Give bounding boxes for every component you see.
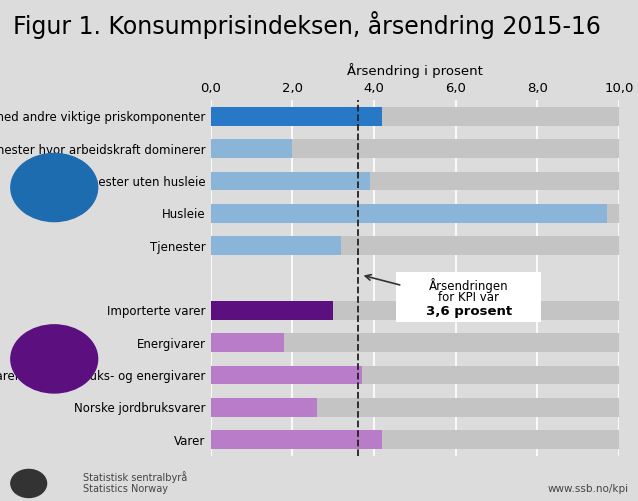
Bar bbox=[211, 107, 382, 126]
Bar bbox=[211, 301, 333, 320]
Text: Figur 1. Konsumprisindeksen, årsendring 2015-16: Figur 1. Konsumprisindeksen, årsendring … bbox=[13, 11, 600, 39]
Bar bbox=[211, 204, 607, 223]
Bar bbox=[211, 333, 619, 352]
Bar bbox=[211, 398, 619, 417]
Bar bbox=[211, 430, 382, 449]
Bar bbox=[211, 366, 362, 384]
Text: for KPI var: for KPI var bbox=[438, 291, 500, 304]
Bar bbox=[211, 430, 619, 449]
Text: Årsendringen: Årsendringen bbox=[429, 279, 508, 294]
Text: www.ssb.no/kpi: www.ssb.no/kpi bbox=[547, 484, 628, 494]
Bar bbox=[211, 204, 619, 223]
FancyBboxPatch shape bbox=[396, 272, 541, 322]
Bar bbox=[211, 139, 619, 158]
Bar bbox=[211, 398, 316, 417]
Bar bbox=[211, 139, 292, 158]
Bar bbox=[211, 236, 341, 255]
Text: 3,6 prosent: 3,6 prosent bbox=[426, 305, 512, 318]
Bar bbox=[211, 301, 619, 320]
Bar bbox=[211, 172, 370, 190]
X-axis label: Årsendring i prosent: Årsendring i prosent bbox=[347, 64, 482, 78]
Bar bbox=[211, 236, 619, 255]
Text: Statistisk sentralbyrå
Statistics Norway: Statistisk sentralbyrå Statistics Norway bbox=[83, 471, 187, 494]
Bar bbox=[211, 172, 619, 190]
Bar bbox=[211, 366, 619, 384]
Bar bbox=[211, 107, 619, 126]
Bar bbox=[211, 333, 284, 352]
